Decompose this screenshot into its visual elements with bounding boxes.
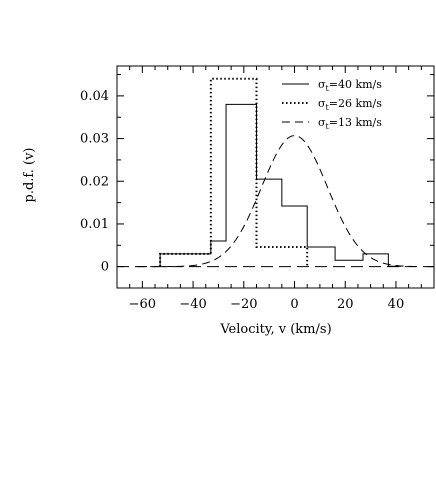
x-axis-label: Velocity, v (km/s) bbox=[219, 322, 331, 337]
series-line-dotted bbox=[159, 77, 309, 267]
y-tick-label: 0.04 bbox=[80, 89, 109, 104]
plot-area: −60 −40 −20 0 20 40 0 0.01 0.02 0.03 0.04 σt=40 km/… bbox=[80, 65, 435, 312]
y-axis-label: p.d.f. (v) bbox=[22, 147, 37, 202]
legend-entry: σt=26 km/s bbox=[318, 97, 382, 112]
y-tick-label: 0.01 bbox=[80, 217, 109, 232]
legend-entry: σt=13 km/s bbox=[318, 116, 382, 131]
x-tick-label: 20 bbox=[337, 297, 354, 312]
x-tick-label: −40 bbox=[179, 297, 206, 312]
legend-entry: σt=40 km/s bbox=[318, 78, 382, 93]
x-tick-label: 0 bbox=[290, 297, 298, 312]
x-tick-label: −60 bbox=[129, 297, 156, 312]
y-tick-label: 0.03 bbox=[80, 132, 109, 147]
series-line-dashed bbox=[137, 135, 422, 268]
series-line-solid bbox=[159, 103, 402, 267]
plot-frame bbox=[116, 65, 435, 289]
y-tick-label: 0 bbox=[101, 260, 109, 275]
x-tick-label: −20 bbox=[230, 297, 257, 312]
x-tick-label: 40 bbox=[388, 297, 405, 312]
y-tick-label: 0.02 bbox=[80, 174, 109, 189]
